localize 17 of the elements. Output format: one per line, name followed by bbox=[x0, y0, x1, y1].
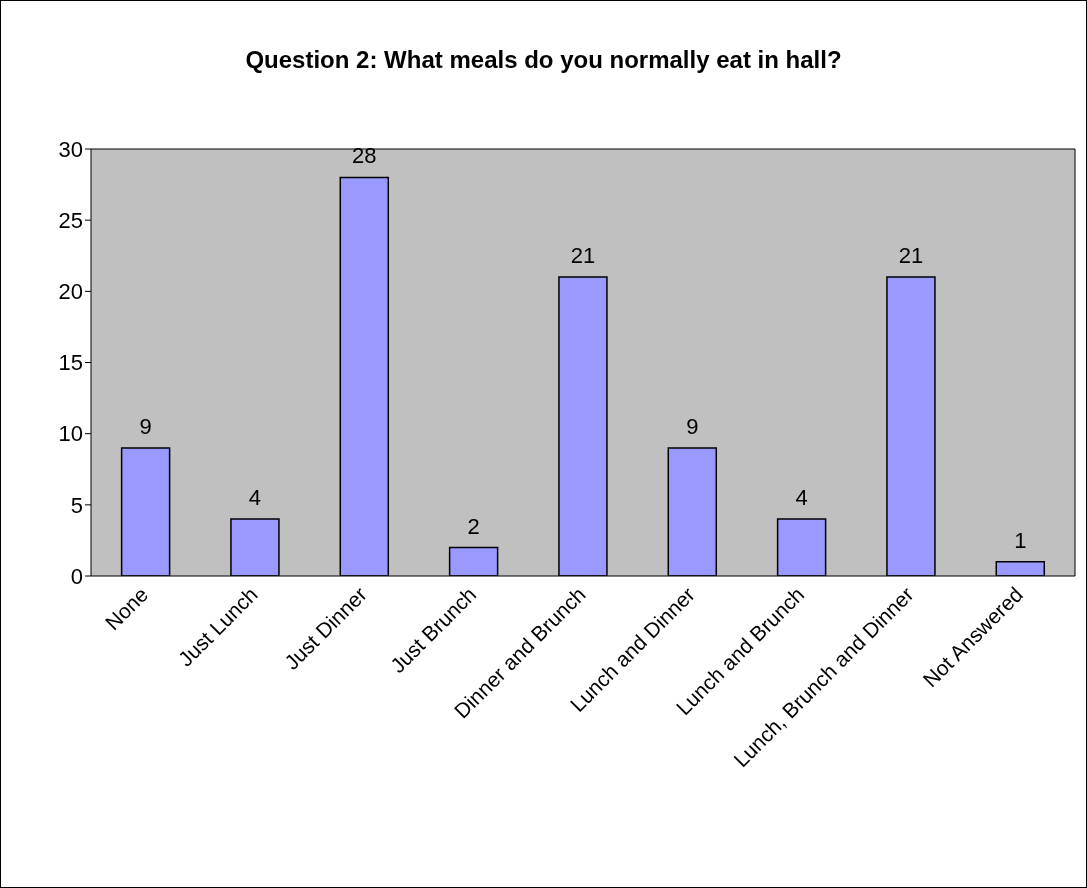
data-label: 2 bbox=[467, 513, 480, 539]
data-label: 4 bbox=[248, 485, 262, 511]
y-tick-label: 30 bbox=[58, 136, 83, 162]
data-label: 4 bbox=[795, 485, 808, 511]
data-label: 28 bbox=[352, 143, 377, 169]
data-label: 9 bbox=[139, 413, 152, 439]
y-tick-label: 15 bbox=[58, 350, 83, 376]
chart-title: Question 2: What meals do you normally eat in hall? bbox=[244, 46, 843, 74]
data-label: 1 bbox=[1014, 527, 1027, 553]
data-label: 9 bbox=[686, 413, 699, 439]
y-tick-label: 25 bbox=[58, 207, 83, 233]
y-tick-label: 10 bbox=[58, 421, 83, 447]
data-label: 21 bbox=[898, 243, 924, 269]
data-label: 21 bbox=[570, 243, 596, 269]
y-tick-label: 20 bbox=[58, 279, 83, 305]
y-tick-label: 0 bbox=[70, 563, 83, 589]
y-tick-label: 5 bbox=[70, 492, 83, 518]
